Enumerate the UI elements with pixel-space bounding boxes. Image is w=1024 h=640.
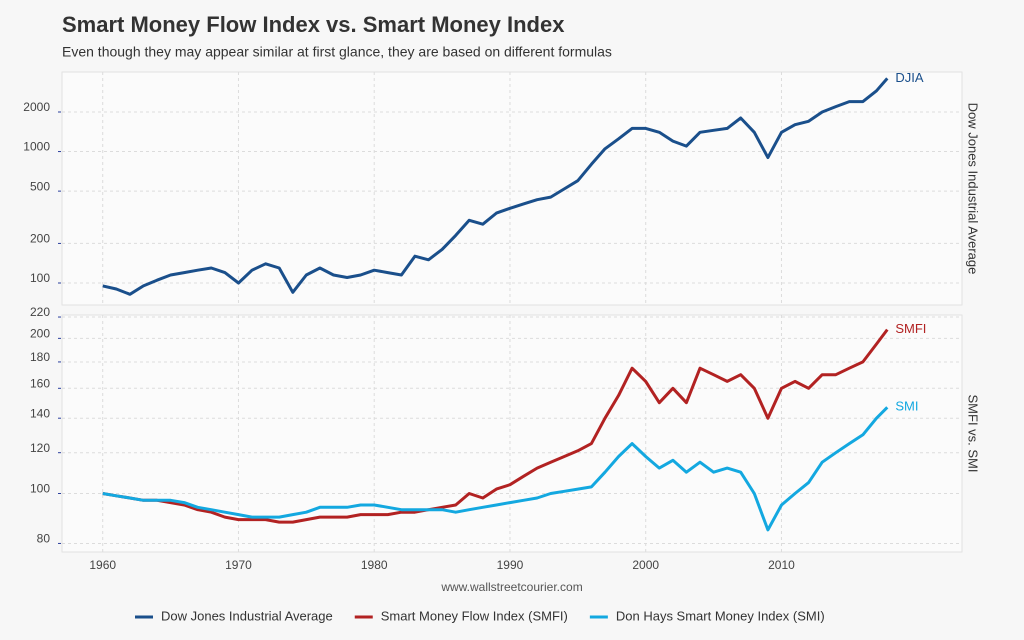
y-tick-label: 2000 [23, 100, 50, 114]
y-tick-label: 220 [30, 305, 50, 319]
y-axis-label: Dow Jones Industrial Average [966, 103, 981, 275]
y-tick-label: 160 [30, 376, 50, 390]
legend-label: Dow Jones Industrial Average [161, 608, 333, 623]
y-tick-label: 200 [30, 232, 50, 246]
y-tick-label: 1000 [23, 140, 50, 154]
plot-area [61, 314, 963, 553]
series-line [102, 406, 889, 532]
y-tick-label: 200 [30, 327, 50, 341]
x-tick-label: 1960 [89, 558, 116, 572]
plot-area [61, 71, 963, 306]
series-line [102, 77, 889, 296]
x-tick-label: 1980 [361, 558, 388, 572]
y-tick-label: 180 [30, 350, 50, 364]
source: www.wallstreetcourier.com [440, 580, 582, 594]
y-tick-label: 500 [30, 179, 50, 193]
chart-subtitle: Even though they may appear similar at f… [62, 44, 612, 60]
x-tick-label: 2010 [768, 558, 795, 572]
y-tick-label: 140 [30, 406, 50, 420]
y-axis-label: SMFI vs. SMI [966, 395, 981, 473]
series-end-label: SMFI [895, 321, 926, 336]
legend-label: Don Hays Smart Money Index (SMI) [616, 608, 825, 623]
y-tick-label: 100 [30, 482, 50, 496]
y-tick-label: 100 [30, 271, 50, 285]
x-tick-label: 1990 [497, 558, 524, 572]
chart-title: Smart Money Flow Index vs. Smart Money I… [62, 12, 565, 37]
series-line [102, 328, 889, 524]
x-tick-label: 1970 [225, 558, 252, 572]
y-tick-label: 120 [30, 441, 50, 455]
series-end-label: SMI [895, 399, 918, 414]
x-tick-label: 2000 [632, 558, 659, 572]
y-tick-label: 80 [37, 532, 51, 546]
legend-label: Smart Money Flow Index (SMFI) [381, 608, 568, 623]
series-end-label: DJIA [895, 70, 924, 85]
